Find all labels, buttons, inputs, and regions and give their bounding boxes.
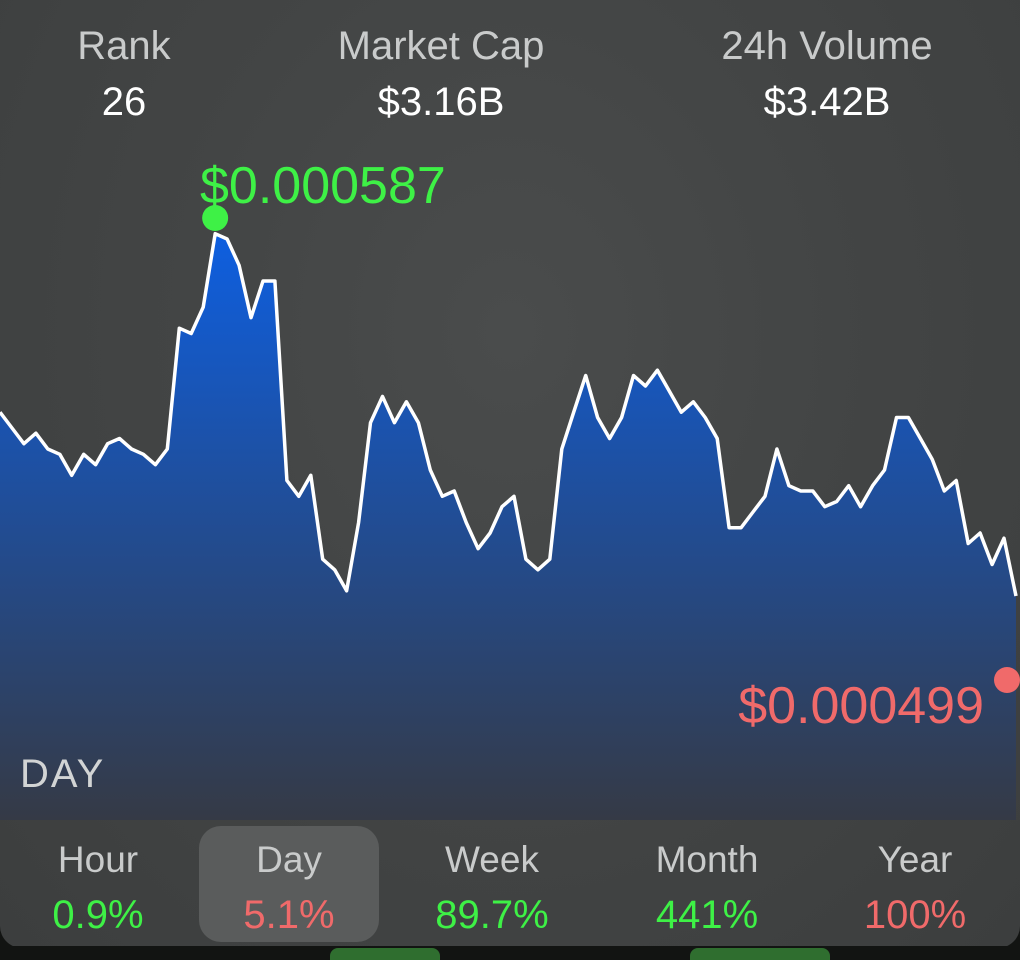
tab-label: Month — [655, 839, 759, 880]
market-cap-label: Market Cap — [337, 24, 545, 68]
price-chart[interactable] — [0, 0, 1020, 820]
low-price-label: $0.000499 — [738, 677, 984, 735]
tab-hour[interactable]: Hour 0.9% — [8, 826, 188, 942]
list-item-peek — [330, 948, 440, 960]
rank-value: 26 — [101, 80, 147, 124]
tab-year[interactable]: Year 100% — [825, 826, 1005, 942]
volume-value: $3.42B — [763, 80, 891, 124]
price-area — [0, 233, 1016, 820]
tab-label: Week — [445, 839, 539, 880]
tab-change-value: 89.7% — [435, 893, 549, 937]
rank-stat: Rank 26 — [24, 22, 224, 126]
price-line — [0, 231, 1018, 597]
tab-change-value: 5.1% — [243, 893, 335, 937]
tab-change-value: 0.9% — [52, 893, 144, 937]
low-marker — [994, 667, 1020, 693]
tab-month[interactable]: Month 441% — [617, 826, 797, 942]
tab-week[interactable]: Week 89.7% — [402, 826, 582, 942]
market-cap-value: $3.16B — [377, 80, 505, 124]
high-marker — [202, 205, 229, 231]
tab-label: Year — [877, 839, 953, 880]
tab-label: Hour — [57, 839, 139, 880]
volume-stat: 24h Volume $3.42B — [677, 22, 977, 126]
tab-change-value: 441% — [655, 893, 759, 937]
tab-day[interactable]: Day 5.1% — [199, 826, 379, 942]
list-item-peek — [690, 948, 830, 960]
period-label: DAY — [20, 752, 106, 796]
tab-change-value: 100% — [863, 893, 967, 937]
tab-label: Day — [256, 839, 322, 880]
rank-label: Rank — [77, 24, 171, 68]
background-strip — [0, 946, 1020, 960]
high-price-label: $0.000587 — [200, 157, 446, 215]
market-cap-stat: Market Cap $3.16B — [291, 22, 591, 126]
volume-label: 24h Volume — [721, 24, 933, 68]
